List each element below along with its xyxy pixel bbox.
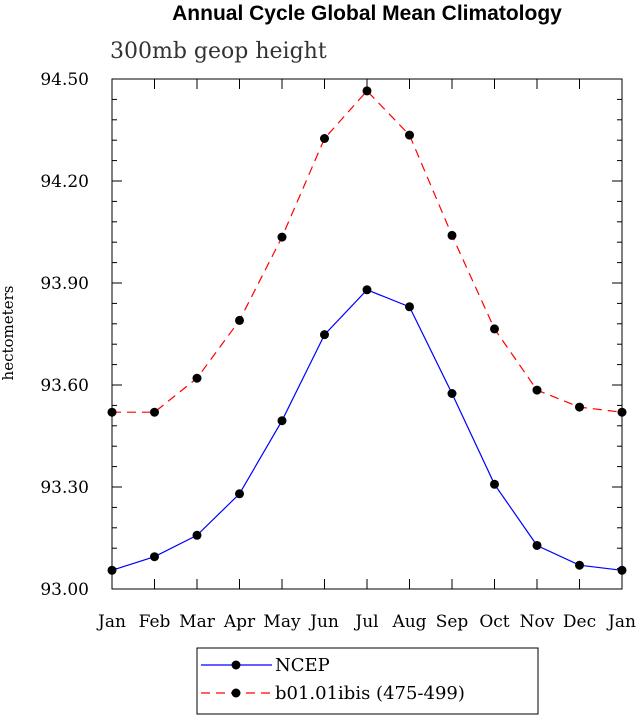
series-1-point	[277, 232, 287, 242]
y-tick-label: 93.00	[40, 580, 89, 600]
series-1-point	[362, 86, 372, 96]
plot-frame	[111, 78, 623, 590]
series-line-0	[111, 289, 623, 571]
chart-title: Annual Cycle Global Mean Climatology	[172, 2, 562, 25]
legend-marker-ncep	[231, 660, 241, 670]
x-tick-label: Aug	[391, 612, 426, 632]
series-1-point	[320, 134, 329, 143]
series-0-point	[362, 285, 372, 295]
series-1-point	[490, 324, 499, 334]
y-tick-label: 94.20	[40, 172, 89, 192]
x-tick-label: Feb	[139, 612, 171, 632]
series-1-point	[532, 385, 542, 395]
series-1-point	[235, 315, 244, 325]
x-tick-label: Sep	[436, 612, 469, 632]
x-tick-label: Jun	[308, 612, 339, 632]
y-tick-label: 93.30	[40, 478, 89, 498]
series-1-point	[405, 130, 414, 140]
x-tick-label: Apr	[223, 612, 256, 632]
x-tick-label: May	[263, 612, 301, 632]
series-0-point	[277, 416, 287, 426]
series-1-point	[447, 230, 457, 240]
x-tick-label: Dec	[563, 612, 596, 632]
x-tick-label: Mar	[179, 612, 216, 632]
series-1-point	[575, 402, 584, 412]
series-1-point	[150, 407, 159, 417]
x-tick-label: Oct	[479, 612, 509, 632]
series-0-point	[107, 565, 117, 575]
series-0-point	[235, 489, 244, 499]
series-0-point	[575, 560, 584, 570]
legend-box	[196, 647, 539, 715]
legend: NCEP b01.01ibis (475-499)	[196, 647, 539, 715]
legend-label-ncep: NCEP	[275, 655, 330, 676]
x-tick-label: Jan	[606, 612, 636, 632]
chart-subtitle: 300mb geop height	[110, 39, 327, 64]
series-0-point	[617, 565, 627, 575]
series-1-point	[107, 407, 117, 417]
legend-marker-b01	[231, 688, 241, 698]
y-axis-label: hectometers	[0, 286, 17, 381]
series-1-point	[617, 407, 627, 417]
series-0-point	[320, 330, 329, 340]
legend-label-b01: b01.01ibis (475-499)	[275, 683, 465, 704]
series-line-1	[112, 90, 623, 413]
y-tick-label: 93.60	[40, 376, 89, 396]
axes: Jan Feb Mar Apr May Jun Jul Aug Sep Oct Nov Dec Jan 9…	[40, 70, 636, 632]
series-0-point	[192, 530, 202, 540]
series-1-point	[192, 373, 202, 383]
y-tick-label: 94.50	[40, 70, 89, 90]
series-0-point	[150, 552, 159, 562]
x-tick-label: Jan	[96, 612, 126, 632]
series-0-point	[405, 302, 414, 312]
y-tick-label: 93.90	[40, 274, 89, 294]
series-0-point	[447, 389, 457, 398]
series-0-point	[532, 540, 542, 550]
series-0-point	[490, 479, 499, 489]
x-tick-label: Nov	[520, 612, 555, 632]
series-layer	[107, 86, 627, 575]
x-tick-label: Jul	[353, 612, 378, 632]
